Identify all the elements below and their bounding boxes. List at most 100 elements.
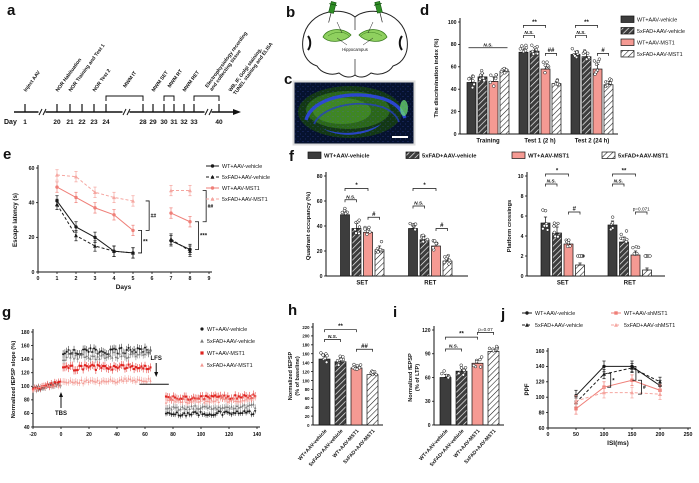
sig-bracket [445,348,462,352]
day-number: 31 [170,119,178,126]
marker-triangle [228,407,231,410]
marker-triangle [147,377,150,380]
panel-letter-a: a [7,2,16,19]
legend-label: 5xFAD+AAV-MST1 [207,363,253,369]
marker-square [226,395,229,398]
marker-circle [179,414,182,417]
panel-letter-e: e [3,146,12,163]
data-point [413,227,417,232]
marker-circle [237,412,240,415]
marker-triangle [57,385,60,388]
marker-triangle [215,407,219,410]
marker-triangle [190,404,193,408]
day-number: 32 [180,119,188,126]
legend-swatch-WT+AAV-vehicle [307,151,322,159]
data-point [421,233,425,237]
data-point [354,231,358,235]
marker-circle [250,413,253,416]
marker-square [103,365,107,368]
bar-WT+AAV-MST1 [363,231,373,277]
x-tick-label: 150 [628,432,637,438]
data-point [567,238,571,242]
label-leader-left [336,37,348,46]
day-number: 33 [190,119,198,126]
marker-triangle [67,352,70,355]
bar-WT+AAV-vehicle [518,51,529,135]
marker-triangle [70,352,74,355]
marker-circle [174,413,177,416]
legend-label: WT+AAV-MST1 [207,351,245,357]
marker-triangle [195,397,199,400]
marker-triangle [31,388,35,392]
y-tick-label: 200 [302,334,310,339]
marker-circle [170,413,173,416]
marker-triangle [630,390,634,395]
marker-square [127,363,130,366]
x-tick-label: 3 [94,276,97,282]
sig-bracket [597,53,609,56]
marker-triangle [136,353,139,356]
marker-circle [72,348,76,351]
data-point [471,74,475,79]
marker-triangle [574,398,578,403]
marker-square [174,396,177,399]
marker-square [134,366,137,369]
data-point [338,354,342,358]
marker-triangle [63,358,67,361]
y-tick-label: 120 [422,328,431,334]
data-point [324,360,329,364]
marker-triangle [230,398,233,402]
data-point [357,218,361,222]
sig-text: N.S. [449,344,458,350]
data-point [518,47,522,51]
x-tick-label: 140 [253,432,262,438]
marker-triangle [215,398,219,401]
marker-triangle [72,381,76,384]
x-tick-label: 120 [225,432,234,438]
bar-WT+AAV-vehicle [466,82,477,135]
marker-triangle [219,406,222,410]
sig-text: * [612,378,615,384]
x-tick-label: 0 [37,276,40,282]
marker-triangle [69,379,72,382]
marker-square [212,395,215,398]
bar-5xFAD+AAV-MST1 [487,351,500,426]
marker-triangle [131,198,135,203]
marker-triangle [123,377,127,380]
marker-triangle [173,406,177,409]
marker-triangle [166,398,170,401]
marker-triangle [201,405,204,408]
marker-square [53,381,56,384]
y-tick-label: 20 [317,249,323,255]
x-tick-label: -20 [29,432,36,438]
marker-triangle [112,350,116,354]
bar-5xFAD+AAV-MST1 [575,264,585,277]
series-5xFAD+AAV-MST1 [55,169,192,207]
data-point [467,77,471,81]
data-point [357,225,362,229]
data-point [556,235,560,239]
data-point [462,368,466,372]
y-tick-label: 0 [320,274,323,280]
marker-triangle [186,401,190,404]
marker-circle [243,410,246,413]
marker-triangle [138,378,141,381]
marker-triangle [87,356,90,359]
data-point [341,355,345,359]
marker-triangle [239,405,242,408]
marker-triangle [89,379,92,382]
marker-triangle [203,401,206,404]
marker-triangle [76,357,79,360]
marker-circle [98,351,101,354]
data-point [491,349,496,353]
bar-WT+AAV-vehicle [607,224,618,277]
marker-square [105,367,108,370]
sig-bracket [575,35,587,38]
marker-circle [169,211,173,215]
marker-triangle [658,379,662,384]
marker-square [50,382,53,385]
marker-triangle [59,383,62,386]
data-point [503,71,507,75]
sig-text: * [423,183,426,189]
